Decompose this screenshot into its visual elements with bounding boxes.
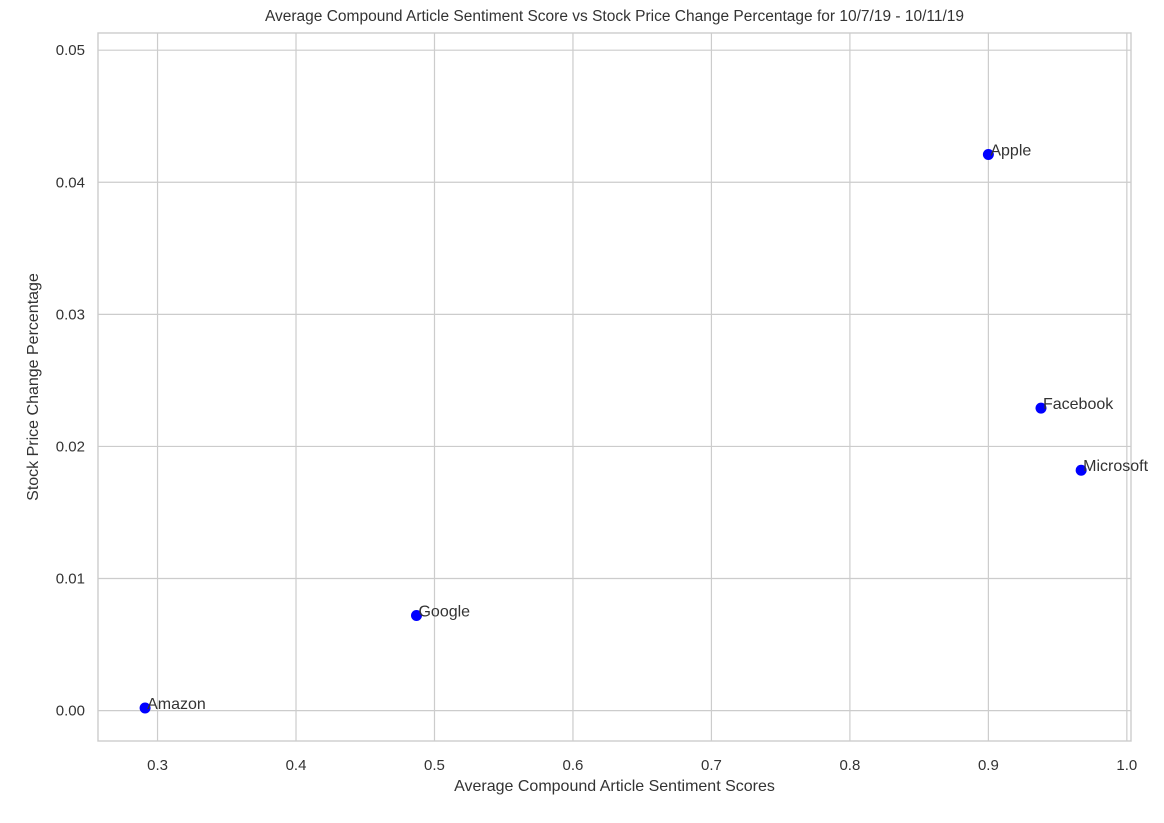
y-axis-title: Stock Price Change Percentage bbox=[25, 273, 42, 501]
x-tick-label: 1.0 bbox=[1116, 757, 1137, 774]
y-tick-label: 0.00 bbox=[56, 703, 85, 720]
x-axis-title: Average Compound Article Sentiment Score… bbox=[454, 778, 775, 795]
plot-area-border bbox=[97, 32, 1132, 742]
chart-title: Average Compound Article Sentiment Score… bbox=[265, 8, 964, 25]
x-tick-label: 0.7 bbox=[701, 757, 722, 774]
x-tick-label: 0.9 bbox=[978, 757, 999, 774]
x-axis-ticks: 0.3 0.4 0.5 0.6 0.7 0.8 0.9 1.0 bbox=[147, 757, 1137, 774]
data-point bbox=[982, 149, 994, 161]
y-axis-ticks: 0.00 0.01 0.02 0.03 0.04 0.05 bbox=[56, 42, 85, 719]
y-tick-label: 0.02 bbox=[56, 438, 85, 455]
x-tick-label: 0.5 bbox=[424, 757, 445, 774]
y-tick-label: 0.01 bbox=[56, 571, 85, 588]
x-tick-label: 0.4 bbox=[286, 757, 307, 774]
data-point bbox=[1035, 402, 1047, 414]
x-tick-label: 0.6 bbox=[563, 757, 584, 774]
y-tick-label: 0.04 bbox=[56, 174, 85, 191]
point-label: Amazon bbox=[147, 696, 206, 713]
point-label: Facebook bbox=[1043, 396, 1114, 413]
y-tick-label: 0.05 bbox=[56, 42, 85, 59]
point-label: Microsoft bbox=[1083, 458, 1148, 475]
point-label: Google bbox=[418, 604, 470, 621]
data-point bbox=[139, 702, 151, 714]
point-label: Apple bbox=[990, 143, 1031, 160]
data-point bbox=[1075, 464, 1087, 476]
y-tick-label: 0.03 bbox=[56, 306, 85, 323]
point-labels: Amazon Google Apple Facebook Microsoft bbox=[147, 143, 1149, 713]
x-tick-label: 0.8 bbox=[839, 757, 860, 774]
grid bbox=[98, 33, 1131, 741]
data-point bbox=[410, 610, 422, 622]
data-points bbox=[139, 149, 1087, 714]
x-tick-label: 0.3 bbox=[147, 757, 168, 774]
